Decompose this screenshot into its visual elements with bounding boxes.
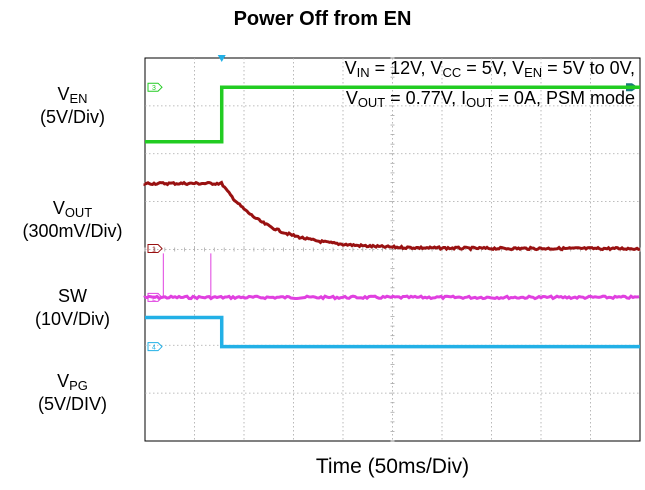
conditions-line-1-part: EN bbox=[524, 65, 543, 81]
channel-name-part: OUT bbox=[64, 205, 93, 221]
channel-label-vout: VOUT (300mV/Div) bbox=[0, 197, 145, 243]
channel-marker-ch3 bbox=[147, 82, 163, 92]
conditions-line-1-part: = 12V, V bbox=[369, 58, 443, 78]
trace-sw bbox=[143, 294, 640, 301]
channel-scale: (5V/DIV) bbox=[37, 394, 107, 414]
channel-name-part: PG bbox=[69, 378, 88, 394]
channel-scale: (10V/Div) bbox=[34, 309, 110, 329]
conditions-line-1-part: = 5V to 0V, bbox=[542, 58, 635, 78]
channel-label-vpg: VPG (5V/DIV) bbox=[0, 370, 145, 416]
channel-marker-ch1 bbox=[147, 244, 163, 254]
channel-label-ven: VEN (5V/Div) bbox=[0, 83, 145, 129]
trigger-marker bbox=[217, 55, 226, 62]
channel-name-part: V bbox=[57, 371, 70, 391]
conditions-line-2: VOUT = 0.77V, IOUT = 0A, PSM mode bbox=[346, 88, 635, 109]
conditions-line-2-part: = 0A, PSM mode bbox=[493, 88, 635, 108]
channel-marker-label: 4 bbox=[152, 345, 156, 352]
channel-marker-label: 1 bbox=[152, 247, 156, 254]
trace-vpg bbox=[145, 315, 640, 349]
channel-name-part: V bbox=[57, 84, 70, 104]
channel-name: VEN bbox=[0, 83, 145, 106]
channel-name: VPG bbox=[0, 370, 145, 393]
channel-scale: (5V/Div) bbox=[39, 107, 105, 127]
chart-title: Power Off from EN bbox=[233, 8, 412, 30]
channel-scale: (300mV/Div) bbox=[22, 221, 123, 241]
x-axis-label: Time (50ms/Div) bbox=[315, 455, 470, 478]
trace-vout bbox=[143, 180, 641, 252]
channel-marker-ch4 bbox=[147, 342, 163, 352]
conditions-line-2-part: V bbox=[345, 88, 358, 108]
conditions-line-1-part: IN bbox=[356, 65, 370, 81]
conditions-line-2-part: OUT bbox=[357, 95, 386, 111]
channel-name-part: SW bbox=[58, 286, 87, 306]
conditions-line-1: VIN = 12V, VCC = 5V, VEN = 5V to 0V, bbox=[345, 58, 635, 79]
channel-marker-label: 2 bbox=[152, 295, 156, 302]
channel-name-part: EN bbox=[69, 91, 88, 107]
channel-marker-label: 3 bbox=[152, 85, 156, 92]
conditions-line-1-part: = 5V, V bbox=[461, 58, 525, 78]
channel-name: VOUT bbox=[0, 197, 145, 220]
channel-label-sw: SW (10V/Div) bbox=[0, 285, 145, 331]
channel-name-part: V bbox=[52, 198, 65, 218]
conditions-line-1-part: V bbox=[344, 58, 357, 78]
channel-name: SW bbox=[0, 285, 145, 308]
conditions-line-1-part: CC bbox=[442, 65, 462, 81]
conditions-line-2-part: OUT bbox=[466, 95, 494, 111]
conditions-line-2-part: = 0.77V, I bbox=[385, 88, 467, 108]
trace-ven bbox=[145, 85, 640, 144]
